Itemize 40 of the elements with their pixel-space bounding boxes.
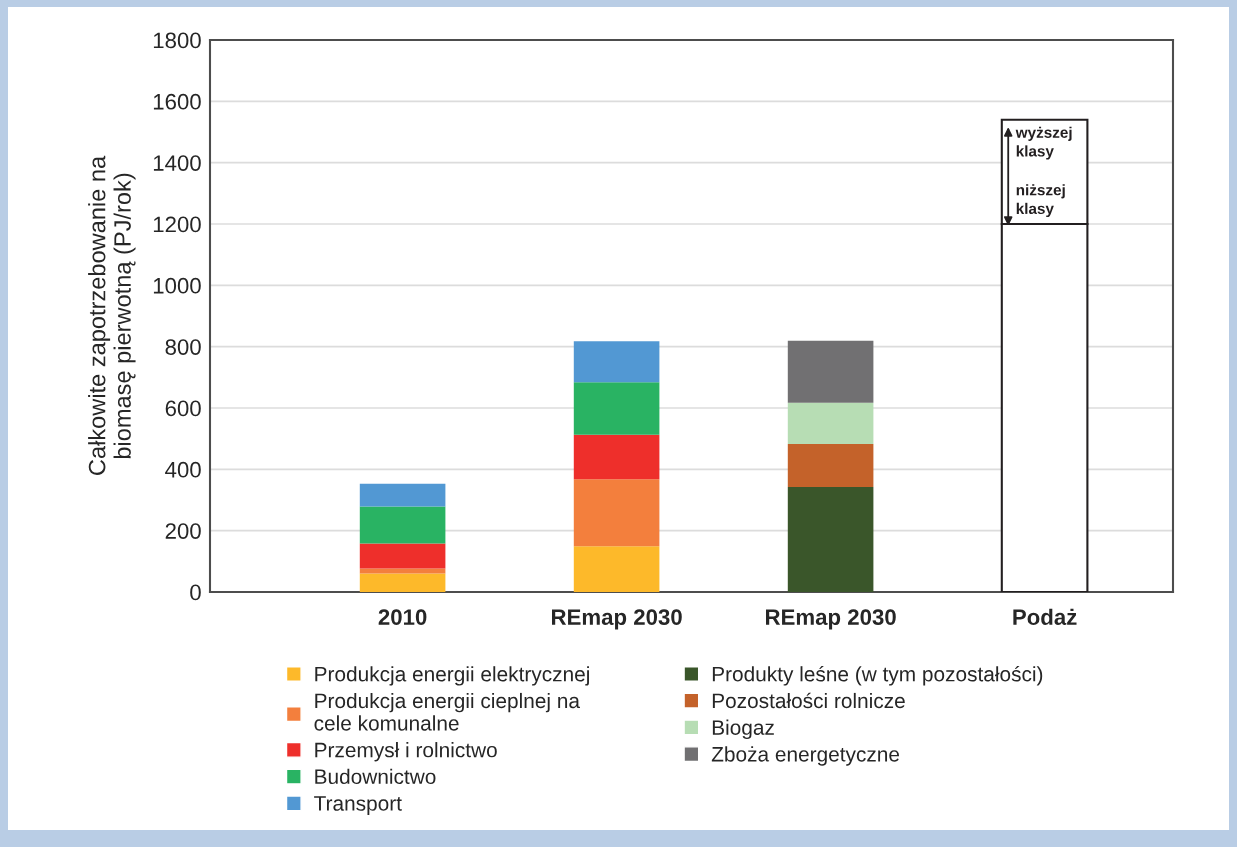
x-tick-label: REmap 2030 [552,609,682,630]
legend-label: Produkty leśne (w tym pozostałości) [712,665,1043,686]
y-tick-label: 1000 [153,277,201,294]
annotation: wyższej klasy [1015,126,1072,160]
bar [573,546,660,592]
y-tick-label: 200 [165,523,201,539]
legend-label: Pozostałości rolnicze [712,692,905,709]
y-tick-label: 1800 [153,32,201,49]
y-tick-label: 1600 [153,93,201,110]
legend-label: Biogaz [712,719,774,740]
bar [787,402,874,444]
y-tick-label: 400 [165,461,201,478]
y-tick-label: 600 [165,400,201,417]
legend-label: Produkcja energii elektrycznej [315,666,589,686]
bar [359,543,446,569]
y-tick-label: 800 [165,339,201,355]
bar [787,487,874,592]
bar [359,573,446,592]
legend-label: Produkcja energii cieplnej na cele komunalne [314,692,580,731]
legend-label: Zboża energetyczne [711,746,900,766]
legend-label: Przemysł i rolnictwo [315,742,497,762]
bar [787,443,874,488]
bar [359,568,446,574]
legend-label: Budownictwo [315,768,436,785]
x-tick-label: 2010 [378,609,427,625]
x-tick-label: REmap 2030 [766,609,896,630]
x-tick-label: Podaż [1013,608,1077,625]
y-axis-title: Całkowite zapotrzebowanie na biomasę pierwotną (PJ/rok) [88,155,136,475]
legend-label: Transport [314,796,402,815]
y-tick-label: 0 [190,584,201,601]
bar [359,506,446,544]
bar [573,434,660,480]
bar [573,479,660,547]
bar [573,382,660,435]
y-tick-label: 1400 [153,155,201,171]
bar [787,340,874,403]
bar [573,341,660,383]
annotation: niższej klasy [1016,184,1065,218]
y-tick-label: 1200 [153,216,201,233]
bar [359,483,446,507]
